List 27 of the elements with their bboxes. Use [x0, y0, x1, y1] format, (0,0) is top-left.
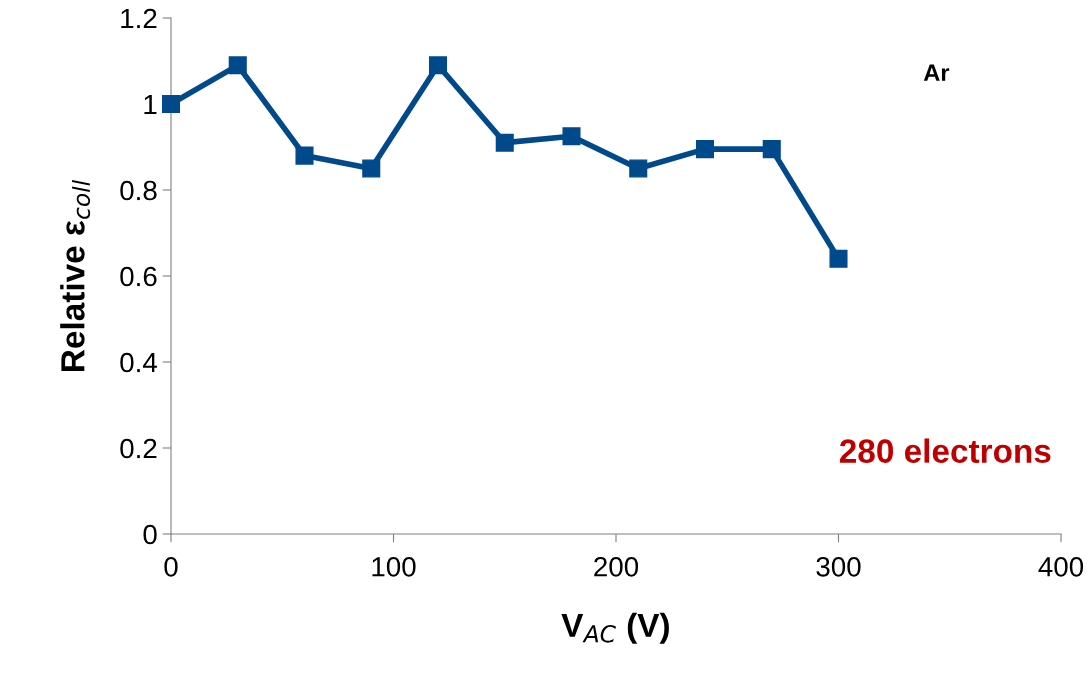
y-tick-label: 0.4	[120, 352, 157, 373]
point	[295, 146, 314, 165]
x-tick-label: 200	[594, 556, 639, 577]
point	[362, 159, 381, 178]
annotation: 280 electrons	[839, 438, 1051, 463]
y-tick-label: 1	[144, 94, 157, 115]
point	[562, 127, 581, 146]
x-tick-label: 0	[164, 556, 178, 577]
point	[495, 133, 514, 152]
y-tick-label: 0	[143, 524, 157, 545]
y-tick-label: 1.2	[121, 8, 157, 29]
point	[629, 159, 648, 178]
annotation: Ar	[923, 64, 950, 81]
y-tick-label: 0.8	[120, 180, 157, 201]
x-tick-label: 400	[1038, 556, 1084, 577]
point	[829, 249, 848, 268]
point	[161, 94, 181, 114]
x-tick-label: 100	[372, 556, 416, 577]
point	[762, 140, 781, 159]
x-tick-label: 300	[816, 556, 861, 577]
y-tick-label: 0.2	[120, 438, 157, 459]
point	[228, 56, 247, 75]
x-axis-title: V$_{AC}$ (V)	[561, 612, 669, 644]
y-axis-title: Relative ε$_{coll}$	[60, 179, 91, 371]
y-tick-label: 0.6	[120, 266, 157, 287]
point	[428, 56, 448, 75]
point	[695, 140, 715, 159]
